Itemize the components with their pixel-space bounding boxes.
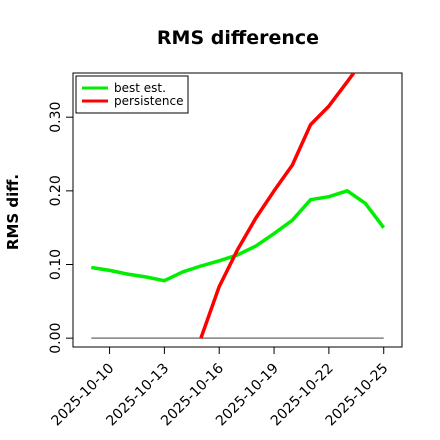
y-tick-label: 0.10 — [48, 249, 64, 280]
legend-label-persistence: persistence — [114, 94, 183, 108]
series-line-best-est — [91, 189, 386, 283]
chart-title: RMS difference — [157, 27, 319, 49]
y-axis-label: RMS diff. — [4, 174, 22, 250]
series-line-persistence — [199, 73, 356, 339]
y-tick-label: 0.00 — [48, 323, 64, 354]
legend-label-best-est: best est. — [114, 81, 166, 95]
legend-box — [75, 75, 189, 114]
y-tick-label: 0.30 — [48, 102, 64, 133]
y-tick-label: 0.20 — [48, 175, 64, 206]
legend: best est. persistence — [75, 75, 189, 114]
plot-frame — [72, 72, 403, 348]
